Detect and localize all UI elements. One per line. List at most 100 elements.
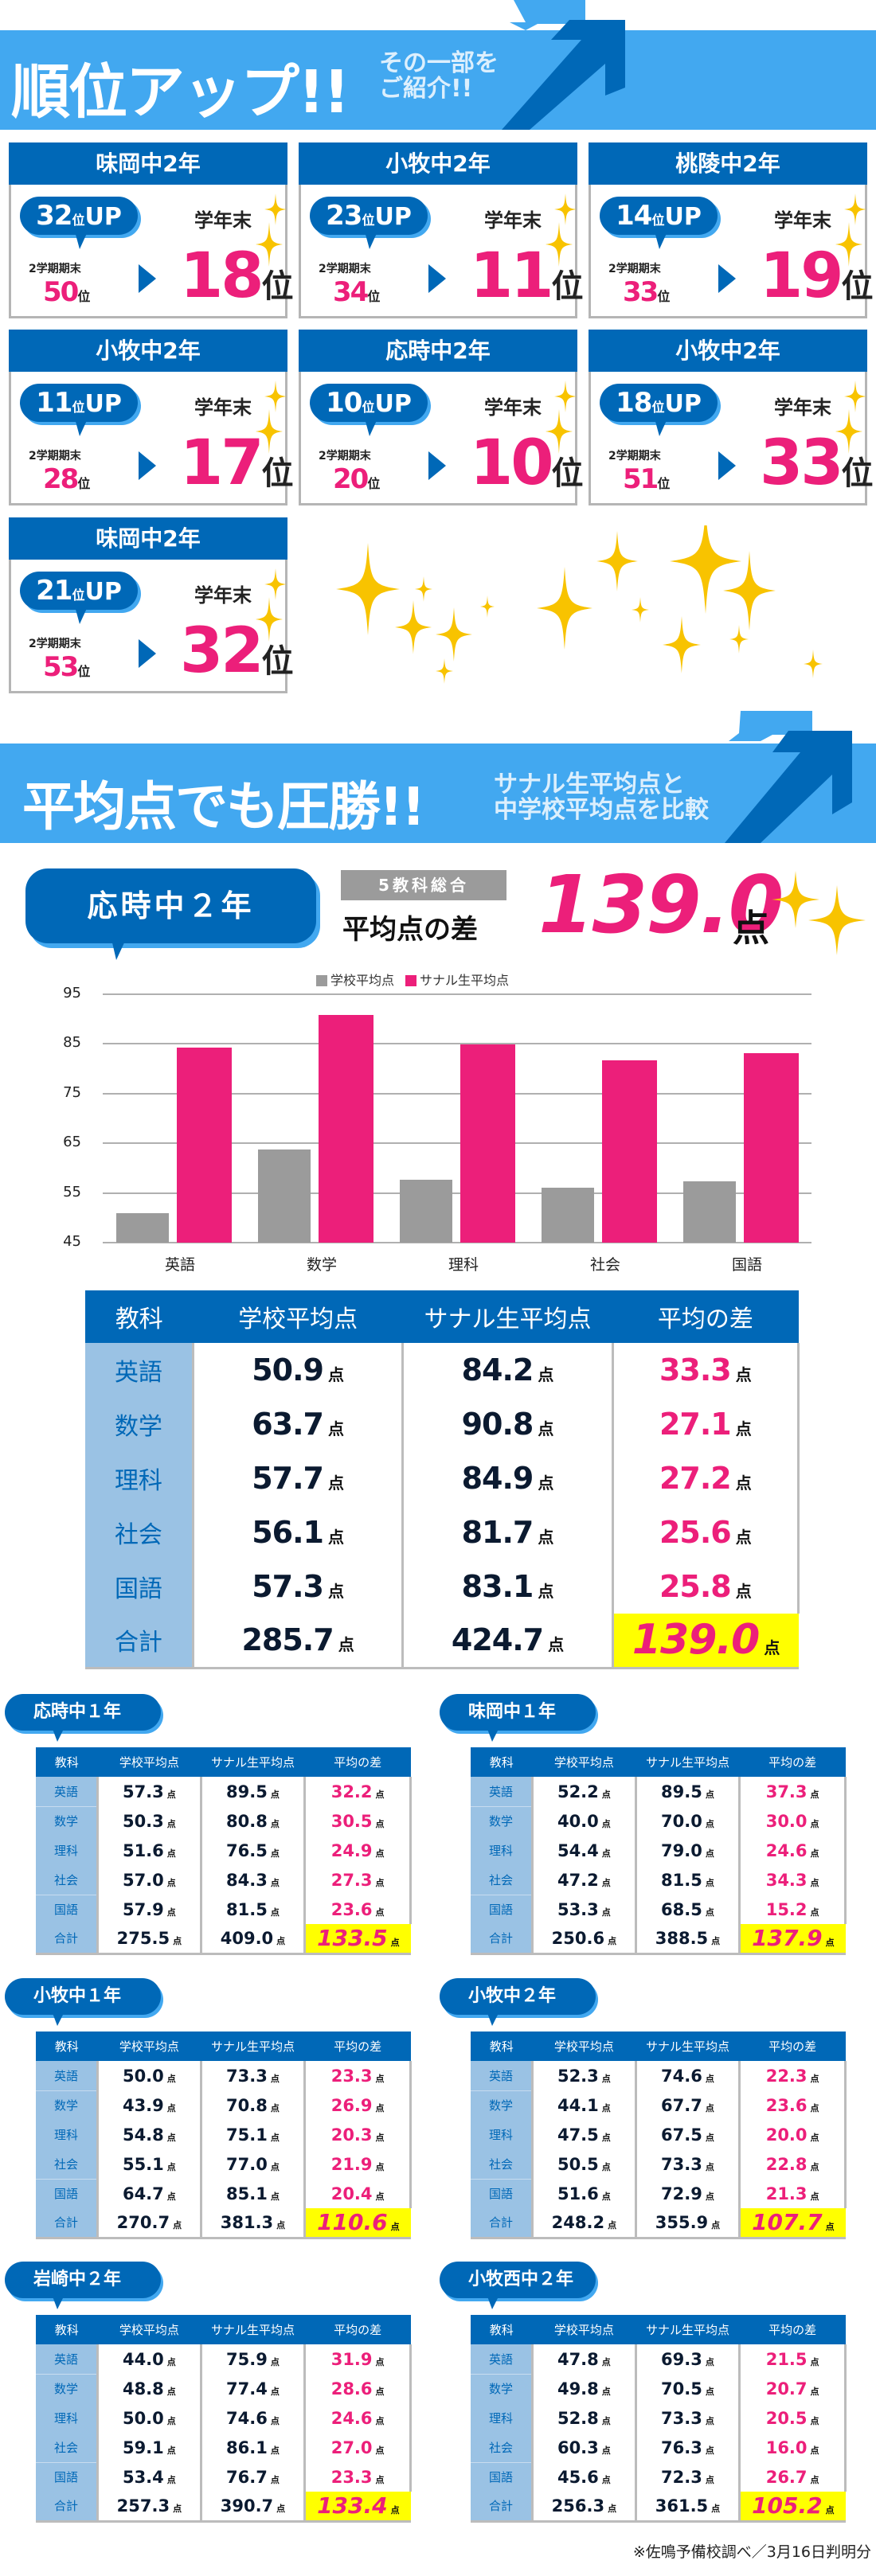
up-label: UP	[84, 390, 122, 418]
subject-cell: 英語	[471, 1777, 533, 1806]
points-unit: 点	[270, 1789, 280, 1800]
score-value: 53.4	[122, 2467, 164, 2487]
rank-up-badge: 11位UP	[20, 384, 138, 422]
score-value: 390.7	[220, 2496, 274, 2516]
school-name: 味岡中１年	[468, 1702, 557, 1722]
arrow-right-icon	[139, 451, 156, 480]
score-value: 409.0	[220, 1928, 274, 1948]
score-value: 37.3	[765, 1782, 808, 1801]
year-end-label: 学年末	[484, 209, 542, 232]
previous-rank-number: 34	[333, 276, 369, 308]
score-value: 26.7	[765, 2467, 808, 2487]
table-row: 社会 50.5 点 73.3 点 22.8 点	[471, 2149, 847, 2179]
points-unit: 点	[173, 2503, 182, 2514]
table-row: 数学 50.3 点 80.8 点 30.5 点	[36, 1805, 412, 1836]
points-unit: 点	[810, 1848, 819, 1859]
column-header: サナル生平均点	[635, 2032, 740, 2061]
sanaru-average-cell: 75.1 点	[199, 2120, 305, 2149]
subject-cell: 理科	[85, 1451, 194, 1505]
score-value: 81.5	[661, 1870, 702, 1890]
column-header: 教科	[471, 2032, 533, 2061]
table-row: 社会 57.0 点 84.3 点 27.3 点	[36, 1865, 412, 1895]
subject-cell: 合計	[471, 2208, 533, 2239]
school-average-cell: 50.0 点	[96, 2403, 201, 2433]
score-value: 55.1	[122, 2154, 164, 2174]
score-value: 31.9	[330, 2349, 373, 2369]
score-value: 20.5	[765, 2408, 808, 2428]
sanaru-average-bar	[319, 1015, 373, 1243]
new-rank: 11位	[470, 244, 584, 308]
total-diff-cell: 107.7 点	[738, 2208, 846, 2239]
score-value: 90.8	[461, 1407, 534, 1442]
new-rank: 10位	[470, 431, 584, 495]
term-label: 2学期期末	[29, 263, 81, 275]
new-rank-number: 10	[470, 427, 554, 499]
score-value: 84.2	[461, 1352, 534, 1388]
table-row: 合計 250.6 点 388.5 点 137.9 点	[471, 1924, 846, 1955]
rank-up-number: 11	[36, 387, 72, 419]
card-school-name: 味岡中2年	[9, 517, 287, 560]
diff-cell: 27.0 点	[303, 2433, 412, 2462]
rank-unit: 位	[367, 476, 381, 491]
points-unit: 点	[705, 1848, 714, 1859]
points-unit: 点	[601, 2415, 611, 2426]
school-name-pill: 小牧西中２年	[440, 2262, 596, 2298]
badge-tail	[75, 607, 88, 624]
score-value: 16.0	[765, 2437, 808, 2457]
pill-tail	[111, 939, 126, 960]
points-unit: 点	[375, 1789, 385, 1800]
sanaru-average-cell: 70.5 点	[634, 2374, 740, 2403]
score-value: 79.0	[661, 1840, 702, 1860]
score-value: 20.4	[330, 2184, 373, 2203]
diff-cell: 16.0 点	[738, 2433, 847, 2462]
rank-unit: 位	[72, 400, 85, 415]
subject-cell: 合計	[85, 1614, 194, 1669]
sanaru-average-cell: 84.2 点	[401, 1343, 613, 1397]
score-value: 388.5	[655, 1928, 709, 1948]
up-label: UP	[374, 390, 412, 418]
score-value: 34.3	[765, 1870, 808, 1890]
score-value: 47.5	[557, 2125, 599, 2145]
points-unit: 点	[705, 1818, 714, 1829]
score-value: 59.1	[122, 2437, 164, 2457]
points-unit: 点	[810, 1818, 819, 1829]
column-header: サナル生平均点	[402, 1290, 613, 1343]
diff-cell: 20.5 点	[738, 2403, 847, 2433]
subject-cell: 数学	[471, 2090, 533, 2120]
school-average-cell: 285.7 点	[191, 1614, 403, 1669]
school-average-bar	[116, 1213, 169, 1243]
points-unit: 点	[735, 1473, 752, 1493]
points-unit: 点	[375, 2102, 385, 2113]
points-unit: 点	[166, 2191, 176, 2202]
pill-tail	[53, 2297, 64, 2309]
rank-card: 桃陵中2年 14位UP 2学期期末 33位 学年末 19位	[589, 142, 874, 318]
sanaru-average-bar	[460, 1044, 515, 1243]
rank-unit: 位	[261, 643, 294, 680]
school-name-pill: 小牧中２年	[440, 1978, 596, 2015]
points-unit: 点	[810, 2161, 819, 2172]
gridline	[103, 993, 811, 995]
subject-cell: 社会	[36, 2149, 98, 2179]
sanaru-average-cell: 77.4 点	[199, 2374, 305, 2403]
points-unit: 点	[705, 1877, 714, 1888]
new-rank-number: 33	[760, 427, 844, 499]
subject-cell: 合計	[36, 2208, 98, 2239]
featured-school-pill: 応時中２年	[25, 868, 316, 943]
rank-unit: 位	[362, 213, 375, 228]
sanaru-average-cell: 70.8 点	[199, 2090, 305, 2120]
column-header: サナル生平均点	[201, 2315, 305, 2344]
school-name: 岩崎中２年	[33, 2270, 122, 2289]
section2-title: 平均点でも圧勝!!	[22, 776, 425, 837]
subject-cell: 数学	[36, 1805, 98, 1836]
points-unit: 点	[601, 1877, 611, 1888]
pill-tail	[53, 1729, 64, 1742]
sanaru-average-cell: 81.5 点	[199, 1895, 305, 1924]
school-average-cell: 250.6 点	[531, 1924, 636, 1955]
points-unit: 点	[327, 1473, 344, 1493]
up-arrow-icon	[725, 711, 852, 843]
term-label: 2学期期末	[29, 638, 81, 650]
diff-cell: 33.3 点	[611, 1343, 800, 1397]
subject-cell: 英語	[36, 2061, 98, 2090]
points-unit: 点	[705, 1789, 714, 1800]
year-end-label: 学年末	[194, 584, 252, 607]
